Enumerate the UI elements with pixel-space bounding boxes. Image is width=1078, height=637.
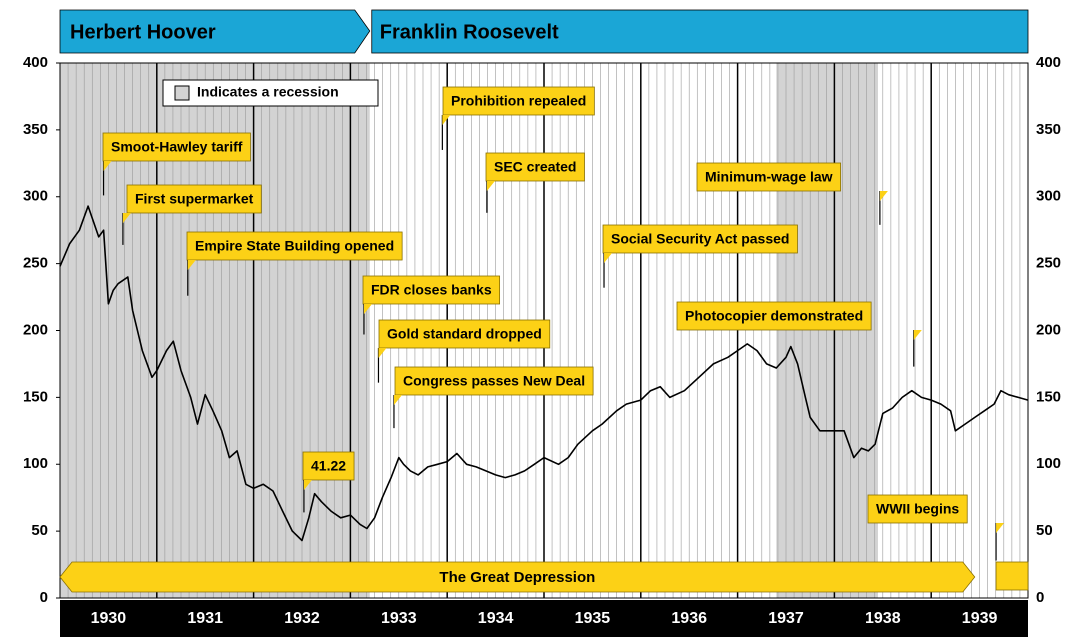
annotation-box <box>485 152 585 182</box>
president-name: Herbert Hoover <box>70 21 216 43</box>
y2-tick-label: 150 <box>1036 388 1061 405</box>
annotation-notch <box>303 480 312 490</box>
annotation-text: WWII begins <box>876 501 959 517</box>
x-tick-label: 1933 <box>381 610 417 627</box>
annotation-box <box>102 132 251 162</box>
annotation-notch <box>363 304 372 314</box>
period-bar <box>995 561 1029 591</box>
annotation-text: Photocopier demonstrated <box>685 308 863 324</box>
x-tick-label: 1936 <box>671 610 707 627</box>
annotation-notch <box>122 213 131 223</box>
index-line <box>59 205 1029 542</box>
annotation-notch <box>879 191 888 201</box>
annotation-notch <box>378 348 387 358</box>
annotation-notch <box>393 395 402 405</box>
annotation-box <box>442 86 595 116</box>
annotation-notch <box>442 115 451 125</box>
annotation-notch <box>187 260 196 270</box>
x-tick-label: 1937 <box>768 610 804 627</box>
annotation-box <box>696 162 841 192</box>
y-tick-label: 0 <box>40 589 48 606</box>
annotation-text: SEC created <box>494 159 576 175</box>
annotation-box <box>362 275 501 305</box>
annotation-notch <box>913 330 922 340</box>
annotation-text: First supermarket <box>135 191 254 207</box>
annotation-text: 41.22 <box>311 458 346 474</box>
annotation-notch <box>486 181 495 191</box>
annotation-box <box>394 366 594 396</box>
y2-tick-label: 400 <box>1036 54 1061 71</box>
x-tick-label: 1932 <box>284 610 320 627</box>
y2-tick-label: 200 <box>1036 321 1061 338</box>
president-bar <box>371 9 1029 54</box>
recession-band <box>776 63 878 598</box>
x-tick-label: 1931 <box>187 610 223 627</box>
president-name: Franklin Roosevelt <box>380 21 559 43</box>
y2-tick-label: 300 <box>1036 188 1061 205</box>
year-bar <box>60 600 1028 637</box>
legend-swatch <box>174 85 190 101</box>
annotation-text: Social Security Act passed <box>611 231 789 247</box>
x-tick-label: 1934 <box>478 610 514 627</box>
y-tick-label: 150 <box>23 388 48 405</box>
x-tick-label: 1930 <box>91 610 127 627</box>
annotation-text: Empire State Building opened <box>195 238 394 254</box>
y-tick-label: 50 <box>31 522 48 539</box>
annotation-text: Congress passes New Deal <box>403 373 585 389</box>
y2-tick-label: 100 <box>1036 455 1061 472</box>
annotation-notch <box>604 253 613 263</box>
annotation-text: Gold standard dropped <box>387 326 542 342</box>
period-label: The Great Depression <box>439 569 595 586</box>
y-tick-label: 350 <box>23 121 48 138</box>
annotation-notch <box>103 161 112 171</box>
annotation-text: FDR closes banks <box>371 282 492 298</box>
y-tick-label: 400 <box>23 54 48 71</box>
annotation-box <box>378 319 551 349</box>
y-tick-label: 300 <box>23 188 48 205</box>
annotation-box <box>302 451 355 481</box>
period-arrow <box>59 561 976 593</box>
x-tick-label: 1939 <box>962 610 998 627</box>
annotation-text: Minimum-wage law <box>705 169 833 185</box>
y2-tick-label: 50 <box>1036 522 1053 539</box>
y-tick-label: 250 <box>23 255 48 272</box>
legend-box <box>162 79 379 107</box>
annotation-text: Smoot-Hawley tariff <box>111 139 243 155</box>
annotation-box <box>126 184 262 214</box>
annotation-box <box>602 224 798 254</box>
x-tick-label: 1935 <box>575 610 611 627</box>
y2-tick-label: 350 <box>1036 121 1061 138</box>
y2-tick-label: 0 <box>1036 589 1044 606</box>
y-tick-label: 100 <box>23 455 48 472</box>
annotation-box <box>186 231 403 261</box>
annotation-box <box>676 301 872 331</box>
annotation-text: Prohibition repealed <box>451 93 586 109</box>
annotation-box <box>867 494 968 524</box>
y-tick-label: 200 <box>23 321 48 338</box>
x-tick-label: 1938 <box>865 610 901 627</box>
annotation-notch <box>996 523 1005 533</box>
y2-tick-label: 250 <box>1036 255 1061 272</box>
legend-label: Indicates a recession <box>197 84 339 100</box>
president-bar <box>59 9 371 54</box>
